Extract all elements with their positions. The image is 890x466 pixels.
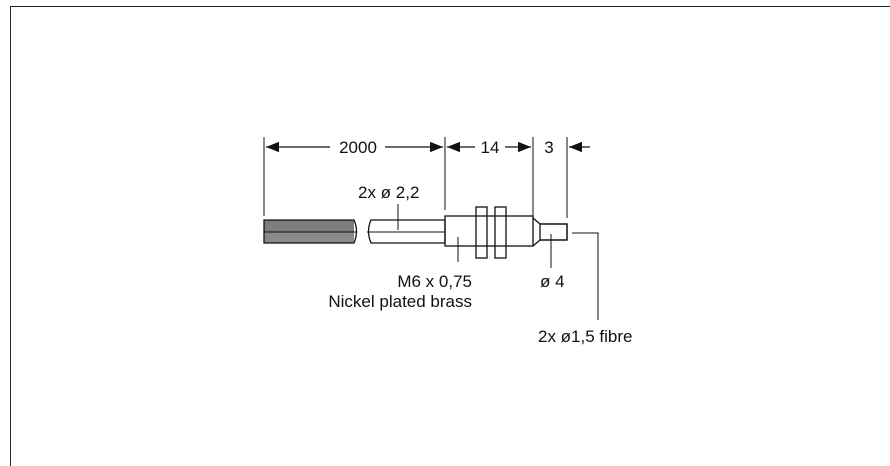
drawing-frame [10, 6, 890, 466]
thread-label: M6 x 0,75 [397, 272, 472, 291]
dimension-3: 3 [544, 138, 590, 157]
nut-left [475, 206, 488, 259]
leader-lines [397, 204, 599, 320]
nut-right [494, 206, 507, 259]
tip-diameter-label: ø 4 [540, 272, 565, 291]
cable-right [367, 219, 446, 244]
dimension-2000: 2000 [266, 138, 443, 157]
dim-label-2000: 2000 [339, 138, 377, 157]
fibre-label: 2x ø1,5 fibre [538, 327, 633, 346]
dim-label-14: 14 [481, 138, 500, 157]
cable-left [263, 219, 358, 244]
material-label: Nickel plated brass [328, 292, 472, 311]
extension-lines [263, 137, 568, 218]
tip [539, 223, 568, 241]
cable-diameter-label: 2x ø 2,2 [358, 183, 419, 202]
dimension-14: 14 [447, 138, 531, 157]
dim-label-3: 3 [544, 138, 553, 157]
sensor-body [444, 206, 568, 259]
